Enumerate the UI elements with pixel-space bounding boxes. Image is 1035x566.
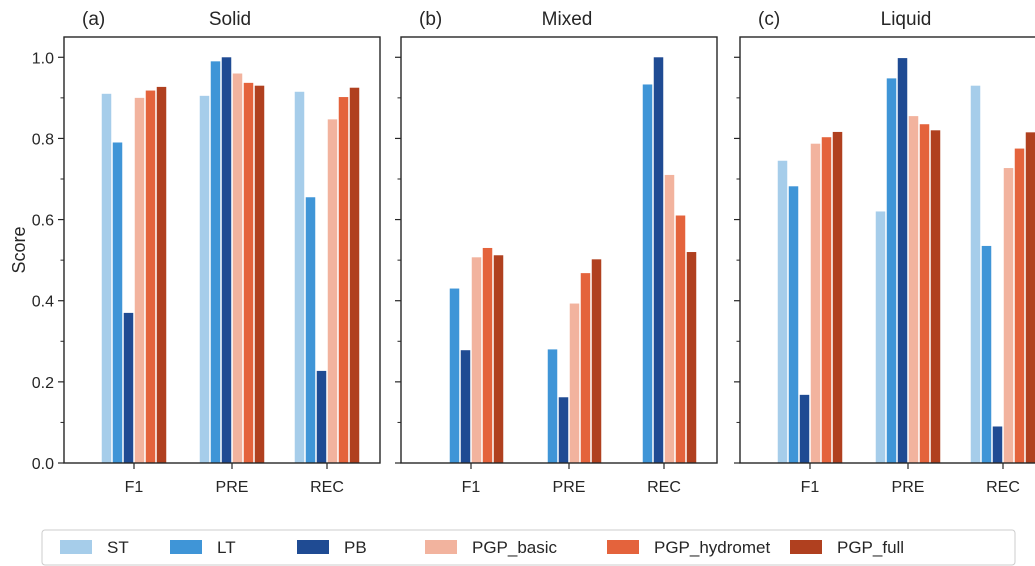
x-tick-label-pre: PRE — [553, 479, 586, 496]
bar-pgp-hydromet-rec — [675, 215, 686, 463]
plot-frame — [739, 36, 1035, 464]
bar-lt-pre — [886, 78, 897, 463]
bar-pb-pre — [221, 57, 232, 463]
legend-label-pgp-hydromet: PGP_hydromet — [654, 538, 770, 557]
bar-lt-f1 — [112, 142, 123, 464]
bar-pb-f1 — [460, 350, 471, 463]
bar-pb-pre — [897, 58, 908, 463]
bar-pgp-hydromet-pre — [580, 273, 591, 463]
y-tick-label: 1.0 — [32, 50, 54, 67]
panel-label: (a) — [82, 9, 105, 30]
bar-pgp-basic-f1 — [471, 257, 482, 463]
y-tick-label: 0.8 — [32, 131, 54, 148]
bar-st-rec — [970, 85, 981, 463]
bar-pgp-hydromet-rec — [338, 97, 349, 464]
legend-label-pgp-basic: PGP_basic — [472, 538, 558, 557]
x-tick-label-rec: REC — [310, 479, 344, 496]
y-tick-label: 0.4 — [32, 294, 54, 311]
x-tick-label-rec: REC — [647, 479, 681, 496]
legend-frame — [41, 529, 1016, 566]
bar-pgp-basic-rec — [664, 174, 675, 463]
x-tick-label-f1: F1 — [462, 479, 481, 496]
bar-lt-pre — [547, 349, 558, 463]
bar-pgp-full-pre — [930, 130, 941, 463]
bar-pgp-full-f1 — [156, 86, 167, 464]
bar-pgp-basic-pre — [232, 73, 243, 463]
panel-title: Liquid — [881, 9, 932, 30]
bar-pgp-full-rec — [686, 252, 697, 463]
bar-pb-rec — [653, 57, 664, 463]
bar-pgp-full-pre — [591, 259, 602, 463]
bar-pb-f1 — [799, 394, 810, 463]
plot-frame — [400, 36, 718, 464]
y-tick-label: 0.0 — [32, 456, 54, 473]
bar-st-f1 — [101, 93, 112, 464]
bar-lt-f1 — [788, 186, 799, 464]
bar-st-f1 — [777, 160, 788, 464]
legend-swatch-st — [60, 540, 92, 554]
legend-label-pb: PB — [344, 538, 367, 557]
bar-pgp-full-rec — [1025, 132, 1035, 463]
bar-pgp-hydromet-rec — [1014, 148, 1025, 463]
legend-swatch-pgp-basic — [425, 540, 457, 554]
bar-pgp-full-f1 — [493, 255, 504, 463]
bar-st-pre — [875, 211, 886, 463]
bar-lt-rec — [305, 197, 316, 463]
bar-pb-rec — [316, 370, 327, 463]
bar-pb-pre — [558, 397, 569, 463]
bar-lt-rec — [642, 84, 653, 463]
bar-pgp-basic-pre — [569, 303, 580, 463]
bar-lt-rec — [981, 245, 992, 463]
bar-pgp-basic-rec — [1003, 168, 1014, 464]
legend-label-st: ST — [107, 538, 129, 557]
legend-swatch-lt — [170, 540, 202, 554]
bar-pgp-basic-rec — [327, 119, 338, 464]
bar-pgp-full-pre — [254, 85, 265, 463]
x-tick-label-f1: F1 — [801, 479, 820, 496]
bar-pgp-hydromet-pre — [243, 82, 254, 463]
x-tick-label-pre: PRE — [892, 479, 925, 496]
bar-pgp-basic-f1 — [134, 97, 145, 464]
bar-st-rec — [294, 91, 305, 464]
panel-title: Mixed — [542, 9, 593, 30]
bar-pgp-basic-f1 — [810, 143, 821, 463]
panel-solid: F1 PRE REC 0.0 0.2 0.4 0.6 0.8 1.0 Score (a) Solid — [9, 9, 381, 496]
bar-pgp-basic-pre — [908, 116, 919, 464]
legend-swatch-pgp-hydromet — [607, 540, 639, 554]
panel-title: Solid — [209, 9, 251, 30]
x-tick-label-rec: REC — [986, 479, 1020, 496]
bar-pgp-hydromet-f1 — [145, 90, 156, 464]
bar-pgp-hydromet-f1 — [482, 247, 493, 463]
x-tick-label-pre: PRE — [216, 479, 249, 496]
bar-st-pre — [199, 95, 210, 463]
y-tick-label: 0.6 — [32, 213, 54, 230]
legend: ST LT PB PGP_basic PGP_hydromet PGP_full — [41, 529, 1016, 566]
plot-frame — [63, 36, 381, 464]
bar-pgp-hydromet-pre — [919, 124, 930, 463]
legend-swatch-pgp-full — [790, 540, 822, 554]
bar-lt-pre — [210, 61, 221, 464]
bar-pb-f1 — [123, 312, 134, 463]
bar-pb-rec — [992, 426, 1003, 463]
legend-label-lt: LT — [217, 538, 236, 557]
y-tick-label: 0.2 — [32, 375, 54, 392]
panel-mixed: F1 PRE REC (b) Mixed — [395, 9, 718, 496]
legend-label-pgp-full: PGP_full — [837, 538, 904, 557]
x-tick-label-f1: F1 — [125, 479, 144, 496]
bar-lt-f1 — [449, 288, 460, 463]
y-axis-label: Score — [9, 226, 29, 273]
panel-liquid: F1 PRE REC (c) Liquid — [734, 9, 1035, 496]
bar-pgp-hydromet-f1 — [821, 137, 832, 463]
panel-label: (b) — [419, 9, 442, 30]
legend-swatch-pb — [297, 540, 329, 554]
bar-pgp-full-f1 — [832, 131, 843, 463]
bar-pgp-full-rec — [349, 87, 360, 464]
panel-label: (c) — [758, 9, 780, 30]
